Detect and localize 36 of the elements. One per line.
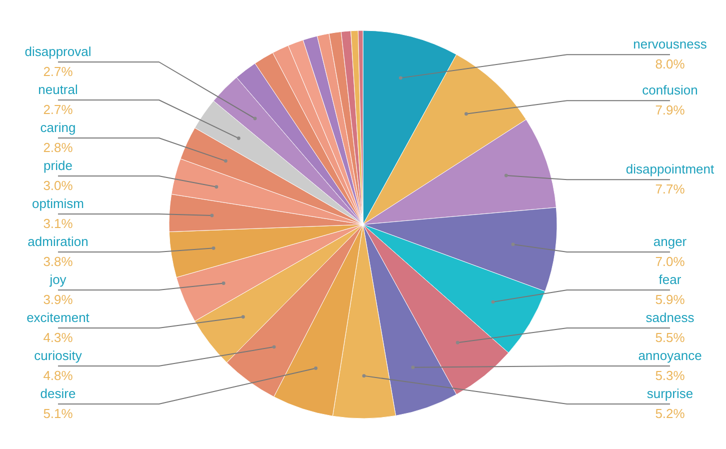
data-label: 5.3% <box>655 368 686 383</box>
data-label: 7.9% <box>655 102 686 118</box>
data-label: 5.9% <box>655 292 686 307</box>
data-label: 4.8% <box>43 368 74 383</box>
data-label: 4.3% <box>43 330 74 345</box>
data-label: 5.5% <box>655 330 686 345</box>
data-label: 7.7% <box>655 182 686 197</box>
slice-label: optimism <box>32 196 84 211</box>
slice-label: curiosity <box>34 348 82 363</box>
data-label: 8.0% <box>655 56 686 72</box>
data-label: 3.8% <box>43 254 74 269</box>
slice-label: joy <box>48 272 67 287</box>
data-label: 5.2% <box>655 406 686 421</box>
slice-label: surprise <box>646 386 694 401</box>
slice-label: nervousness <box>633 36 708 52</box>
data-label: 3.0% <box>43 178 74 193</box>
data-label: 2.7% <box>43 102 74 117</box>
slice-label: sadness <box>646 310 695 325</box>
slice-label: disappointment <box>626 162 714 177</box>
slice-label: caring <box>40 120 76 135</box>
slice-label: anger <box>653 234 688 249</box>
data-label: 5.1% <box>43 406 74 421</box>
slice-label: fear <box>658 272 682 287</box>
slice-label: excitement <box>26 310 90 325</box>
data-label: 7.0% <box>655 254 686 269</box>
data-label: 3.1% <box>43 216 74 231</box>
slice-label: desire <box>40 386 76 401</box>
slice-label: neutral <box>38 82 78 97</box>
data-label: 2.7% <box>43 64 74 79</box>
slice-label: admiration <box>28 234 88 249</box>
slice-label: annoyance <box>638 348 702 363</box>
data-label: 2.8% <box>43 140 74 155</box>
data-label: 3.9% <box>43 292 74 307</box>
slice-label: pride <box>44 158 72 173</box>
slice-label: confusion <box>642 82 698 98</box>
slice-label: disapproval <box>24 44 92 59</box>
